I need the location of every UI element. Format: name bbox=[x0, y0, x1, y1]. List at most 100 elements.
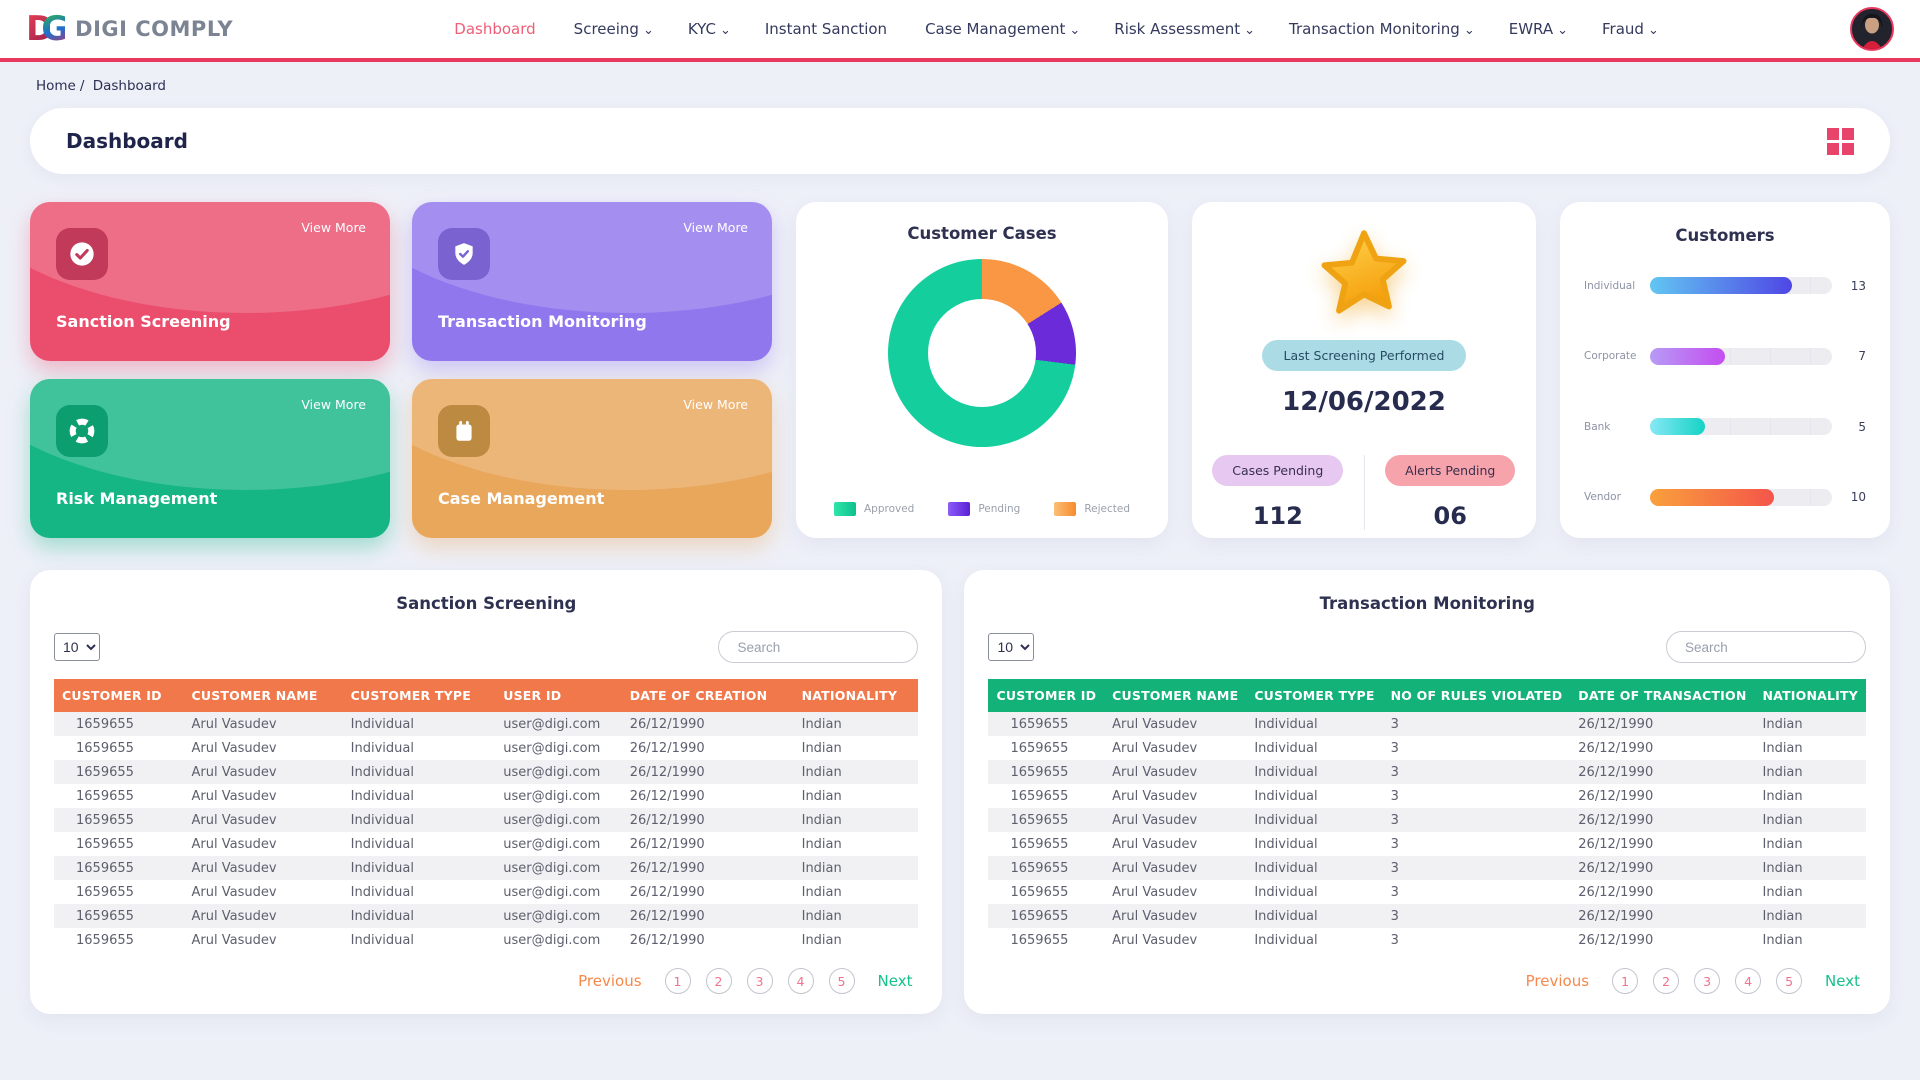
page-number-button[interactable]: 4 bbox=[1735, 968, 1762, 994]
feature-card-transaction-monitoring[interactable]: View More Transaction Monitoring bbox=[412, 202, 772, 361]
bar-category-label: Bank bbox=[1584, 420, 1611, 433]
cell-customer-id: 1659655 bbox=[76, 884, 134, 900]
previous-button[interactable]: Previous bbox=[578, 972, 642, 990]
search-input[interactable] bbox=[1666, 631, 1866, 663]
table-row[interactable]: 1659655 Arul Vasudev Individual user@dig… bbox=[54, 880, 918, 904]
nav-item[interactable]: Risk Assessment ⌄ bbox=[1114, 20, 1255, 38]
table-row[interactable]: 1659655 Arul Vasudev Individual 3 26/12/… bbox=[988, 808, 1866, 832]
view-more-link[interactable]: View More bbox=[683, 220, 748, 235]
page-number-button[interactable]: 3 bbox=[1694, 968, 1721, 994]
view-more-link[interactable]: View More bbox=[683, 397, 748, 412]
nav-item[interactable]: KYC ⌄ bbox=[688, 20, 731, 38]
tables-row: Sanction Screening 10 CUSTOMER IDCUSTOME… bbox=[30, 570, 1890, 1014]
cell-nationality: Indian bbox=[1762, 932, 1803, 948]
page-number-button[interactable]: 2 bbox=[705, 968, 732, 994]
table-row[interactable]: 1659655 Arul Vasudev Individual 3 26/12/… bbox=[988, 904, 1866, 928]
table-row[interactable]: 1659655 Arul Vasudev Individual 3 26/12/… bbox=[988, 760, 1866, 784]
table-row[interactable]: 1659655 Arul Vasudev Individual 3 26/12/… bbox=[988, 832, 1866, 856]
cell-customer-id: 1659655 bbox=[76, 908, 134, 924]
cell-user-id: user@digi.com bbox=[503, 812, 601, 828]
legend-item: Approved bbox=[833, 502, 915, 516]
nav-item[interactable]: Dashboard bbox=[454, 20, 539, 38]
page-number-button[interactable]: 3 bbox=[746, 968, 773, 994]
column-header: CUSTOMER ID bbox=[62, 688, 162, 703]
bar-fill bbox=[1650, 277, 1792, 294]
table-row[interactable]: 1659655 Arul Vasudev Individual user@dig… bbox=[54, 784, 918, 808]
cell-customer-id: 1659655 bbox=[1010, 812, 1069, 828]
feature-card-sanction-screening[interactable]: View More Sanction Screening bbox=[30, 202, 390, 361]
breadcrumb-home[interactable]: Home bbox=[36, 78, 76, 94]
table-row[interactable]: 1659655 Arul Vasudev Individual user@dig… bbox=[54, 712, 919, 736]
table-row[interactable]: 1659655 Arul Vasudev Individual user@dig… bbox=[54, 928, 918, 952]
cell-customer-type: Individual bbox=[1254, 860, 1318, 876]
next-button[interactable]: Next bbox=[877, 972, 913, 990]
cell-nationality: Indian bbox=[1762, 716, 1803, 732]
nav-item[interactable]: Instant Sanction bbox=[765, 20, 891, 38]
grid-icon[interactable] bbox=[1827, 127, 1854, 155]
cell-customer-name: Arul Vasudev bbox=[191, 884, 277, 900]
table-row[interactable]: 1659655 Arul Vasudev Individual 3 26/12/… bbox=[988, 784, 1866, 808]
chevron-down-icon: ⌄ bbox=[642, 22, 654, 38]
chevron-down-icon: ⌄ bbox=[1244, 22, 1256, 38]
table-row[interactable]: 1659655 Arul Vasudev Individual user@dig… bbox=[54, 760, 919, 784]
table-row[interactable]: 1659655 Arul Vasudev Individual user@dig… bbox=[54, 736, 918, 760]
legend-color-chip bbox=[948, 502, 971, 516]
legend-label: Approved bbox=[863, 503, 915, 515]
page-number-button[interactable]: 4 bbox=[787, 968, 814, 994]
table-row[interactable]: 1659655 Arul Vasudev Individual 3 26/12/… bbox=[988, 712, 1866, 736]
table-header-row: CUSTOMER ID CUSTOMER NAME CUSTOMER TYPE NO … bbox=[988, 679, 1866, 712]
table-row[interactable]: 1659655 Arul Vasudev Individual 3 26/12/… bbox=[988, 880, 1866, 904]
page-number-button[interactable]: 1 bbox=[664, 968, 691, 994]
nav-item[interactable]: Screeing ⌄ bbox=[574, 20, 654, 38]
feature-card-title: Risk Management bbox=[56, 489, 218, 508]
previous-button[interactable]: Previous bbox=[1525, 972, 1590, 990]
nav-item-label: Case Management bbox=[925, 20, 1066, 38]
table-row[interactable]: 1659655 Arul Vasudev Individual user@dig… bbox=[54, 856, 919, 880]
bar-track bbox=[1650, 277, 1832, 294]
cell-customer-name: Arul Vasudev bbox=[191, 932, 277, 948]
table-row[interactable]: 1659655 Arul Vasudev Individual user@dig… bbox=[54, 832, 918, 856]
nav-item[interactable]: Transaction Monitoring ⌄ bbox=[1289, 20, 1475, 38]
sanction-screening-table-card: Sanction Screening 10 CUSTOMER IDCUSTOME… bbox=[30, 570, 943, 1014]
cell-nationality: Indian bbox=[1762, 788, 1803, 804]
nav-item[interactable]: Fraud ⌄ bbox=[1602, 20, 1659, 38]
table-row[interactable]: 1659655 Arul Vasudev Individual 3 26/12/… bbox=[988, 736, 1866, 760]
page-number-button[interactable]: 1 bbox=[1612, 968, 1639, 994]
table-row[interactable]: 1659655 Arul Vasudev Individual 3 26/12/… bbox=[988, 856, 1866, 880]
transaction-monitoring-table: CUSTOMER ID CUSTOMER NAME CUSTOMER TYPE NO … bbox=[988, 679, 1866, 952]
cell-customer-id: 1659655 bbox=[1010, 764, 1069, 780]
cell-date-of-creation: 26/12/1990 bbox=[629, 932, 705, 948]
table-row[interactable]: 1659655 Arul Vasudev Individual user@dig… bbox=[54, 904, 919, 928]
feature-card-risk-management[interactable]: View More Risk Management bbox=[30, 379, 390, 538]
feature-card-case-management[interactable]: View More Case Management bbox=[412, 379, 772, 538]
table-row[interactable]: 1659655 Arul Vasudev Individual 3 26/12/… bbox=[988, 928, 1866, 952]
user-avatar[interactable] bbox=[1850, 7, 1894, 51]
nav-item-label: Risk Assessment bbox=[1114, 20, 1241, 38]
next-button[interactable]: Next bbox=[1825, 972, 1860, 990]
cell-user-id: user@digi.com bbox=[503, 932, 601, 948]
bar-category-label: Individual bbox=[1584, 279, 1636, 292]
view-more-link[interactable]: View More bbox=[301, 397, 366, 412]
page-size-select[interactable]: 10 bbox=[988, 633, 1035, 661]
column-header: DATE OF TRANSACTION bbox=[1578, 688, 1747, 703]
cell-nationality: Indian bbox=[801, 908, 842, 924]
chevron-down-icon: ⌄ bbox=[1463, 22, 1475, 38]
nav-item[interactable]: Case Management ⌄ bbox=[925, 20, 1080, 38]
page-number-button[interactable]: 2 bbox=[1653, 968, 1680, 994]
page-number-button[interactable]: 5 bbox=[1776, 968, 1803, 994]
nav-item-label: Instant Sanction bbox=[764, 20, 888, 38]
cell-date-of-creation: 26/12/1990 bbox=[629, 884, 705, 900]
cell-customer-name: Arul Vasudev bbox=[1112, 812, 1198, 828]
table-row[interactable]: 1659655 Arul Vasudev Individual user@dig… bbox=[54, 808, 919, 832]
bar-value: 7 bbox=[1858, 349, 1866, 364]
bar-track bbox=[1650, 488, 1832, 506]
search-input[interactable] bbox=[718, 631, 919, 663]
nav-item[interactable]: EWRA ⌄ bbox=[1509, 20, 1568, 38]
cell-customer-id: 1659655 bbox=[76, 836, 134, 852]
page-number-button[interactable]: 5 bbox=[828, 968, 855, 994]
page-size-select[interactable]: 10 bbox=[54, 633, 100, 661]
view-more-link[interactable]: View More bbox=[301, 220, 366, 235]
